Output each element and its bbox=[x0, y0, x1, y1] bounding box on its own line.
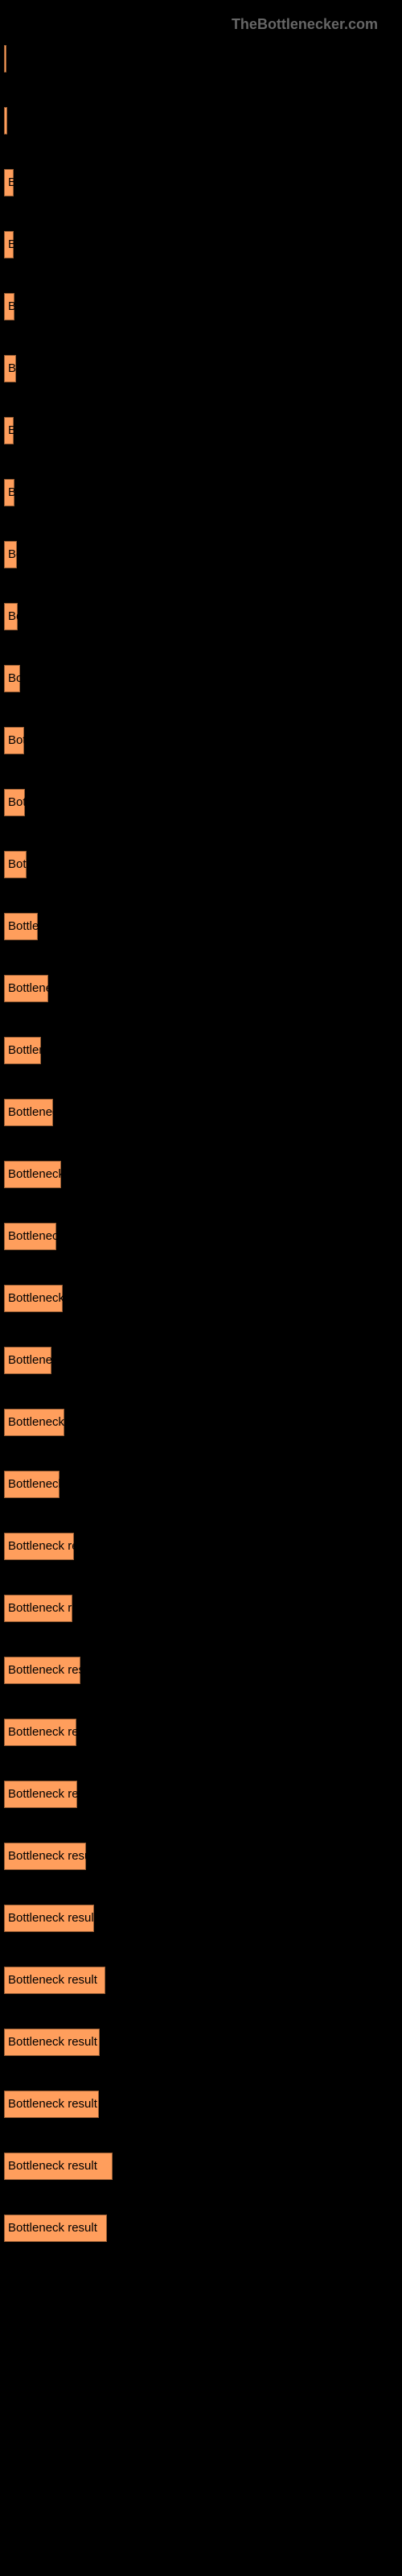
bar-row: Bottleneck bbox=[4, 1037, 398, 1064]
bar-row: Bottleneck result bbox=[4, 1533, 398, 1560]
bar-label: Bo bbox=[8, 361, 16, 375]
bar-row: B bbox=[4, 417, 398, 444]
bar-label: B bbox=[8, 175, 14, 189]
bar-row: Bottleneck result bbox=[4, 2029, 398, 2056]
bar-chart-container: B B B Bo B B Bo Bo Bot Bottl Bottl Bottle Bottlenec B… bbox=[0, 45, 402, 2242]
bar-label: B bbox=[8, 485, 14, 499]
bar-row: Bottleneck resu bbox=[4, 1099, 398, 1126]
bar-label: Bottl bbox=[8, 733, 24, 747]
bar-row: Bottleneck result bbox=[4, 1409, 398, 1436]
bar-label: Bottleneck resu bbox=[8, 1105, 53, 1119]
bar-row: Bottleneck result bbox=[4, 1967, 398, 1994]
bar-label: Bottleneck result bbox=[8, 1973, 105, 1987]
bar-row: Bo bbox=[4, 355, 398, 382]
bar-row: Bottleneck result bbox=[4, 1595, 398, 1622]
bar-row: B bbox=[4, 231, 398, 258]
bar-row: Bottle bbox=[4, 851, 398, 878]
bar-row: Bottleneck result bbox=[4, 1657, 398, 1684]
bar-label: Bottleneck result bbox=[8, 1725, 76, 1739]
bar-row: Bo bbox=[4, 603, 398, 630]
bar-label: Bottleneck result bbox=[8, 1787, 77, 1801]
bar bbox=[4, 107, 7, 134]
bar-row: Bottleneck res bbox=[4, 975, 398, 1002]
bar-label: Bottleneck result bbox=[8, 2221, 107, 2235]
bar-label: Bo bbox=[8, 609, 18, 623]
bar-label: B bbox=[8, 423, 14, 437]
bar-label: Bottleneck result bbox=[8, 1291, 63, 1305]
bar-row: Bottleneck resul bbox=[4, 1471, 398, 1498]
bar-label: Bottle bbox=[8, 857, 27, 871]
bar-label: B bbox=[8, 299, 14, 313]
bar-label: Bottleneck result bbox=[8, 1601, 72, 1615]
bar-row: Bot bbox=[4, 665, 398, 692]
bar-label: B bbox=[8, 237, 14, 251]
bar-row: Bottl bbox=[4, 727, 398, 754]
bar-label: Bottleneck resu bbox=[8, 1229, 56, 1243]
bar-row: Bottleneck result bbox=[4, 1905, 398, 1932]
bar-label: Bottleneck bbox=[8, 1043, 41, 1057]
bar-row: Bottleneck re bbox=[4, 1347, 398, 1374]
bar-label: Bottleneck result bbox=[8, 2035, 100, 2049]
bar-row: B bbox=[4, 479, 398, 506]
bar-row: Bottleneck result bbox=[4, 1843, 398, 1870]
bar-row: Bottleneck result bbox=[4, 1719, 398, 1746]
bar-row: Bottlenec bbox=[4, 913, 398, 940]
bar-label: Bottleneck result bbox=[8, 2159, 113, 2173]
bar-label: Bottleneck res bbox=[8, 981, 48, 995]
bar-row: Bottleneck result bbox=[4, 2153, 398, 2180]
bar-row: Bottleneck result bbox=[4, 2091, 398, 2118]
bar-label: Bottlenec bbox=[8, 919, 38, 933]
bar-label: Bottleneck result bbox=[8, 1849, 86, 1863]
site-name-header: TheBottlenecker.com bbox=[0, 16, 402, 33]
bar-label: Bottleneck re bbox=[8, 1353, 51, 1367]
bar-label: Bottleneck result bbox=[8, 1539, 74, 1553]
bar-row: Bottleneck result bbox=[4, 1781, 398, 1808]
bar-label: Bot bbox=[8, 671, 20, 685]
bar-label: Bottleneck result bbox=[8, 1167, 61, 1181]
bar-label: Bottleneck result bbox=[8, 1415, 64, 1429]
bar-label: Bottleneck result bbox=[8, 1911, 94, 1925]
bar bbox=[4, 45, 6, 72]
bar-row bbox=[4, 45, 398, 72]
bar-label: Bottl bbox=[8, 795, 25, 809]
bar-row: Bottleneck result bbox=[4, 2215, 398, 2242]
bar-label: Bottleneck result bbox=[8, 2097, 99, 2111]
bar-row: Bottleneck resu bbox=[4, 1223, 398, 1250]
bar-label: Bo bbox=[8, 547, 17, 561]
bar-row: Bo bbox=[4, 541, 398, 568]
bar-row: Bottleneck result bbox=[4, 1161, 398, 1188]
bar-label: Bottleneck result bbox=[8, 1663, 80, 1677]
bar-row: B bbox=[4, 169, 398, 196]
bar-row: Bottleneck result bbox=[4, 1285, 398, 1312]
bar-row bbox=[4, 107, 398, 134]
bar-row: B bbox=[4, 293, 398, 320]
bar-label: Bottleneck resul bbox=[8, 1477, 59, 1491]
bar-row: Bottl bbox=[4, 789, 398, 816]
